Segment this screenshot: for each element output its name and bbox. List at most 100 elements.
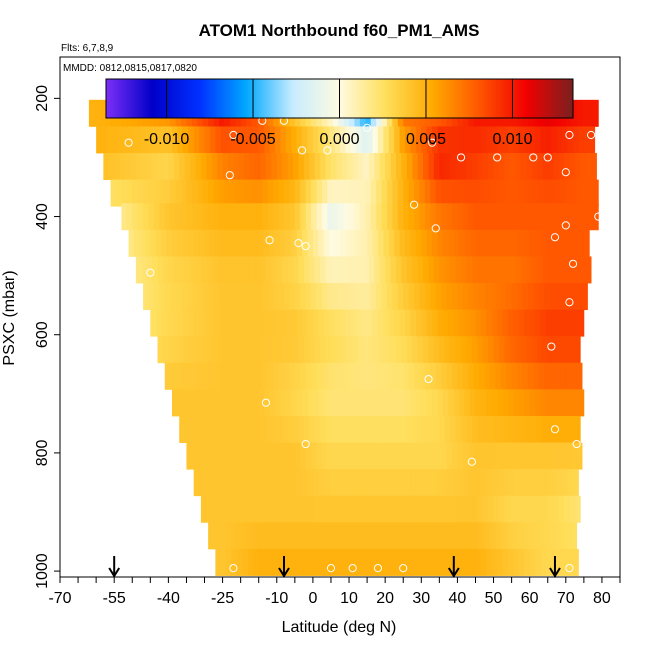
heatmap-cell: [524, 229, 531, 257]
heatmap-cell: [294, 442, 301, 470]
heatmap-cell: [419, 442, 426, 470]
heatmap-cell: [482, 153, 489, 181]
heatmap-cell: [551, 389, 558, 417]
heatmap-cell: [159, 179, 166, 207]
heatmap-cell: [170, 362, 177, 390]
heatmap-cell: [182, 126, 189, 154]
heatmap-cell: [489, 442, 496, 470]
heatmap-cell: [468, 362, 475, 390]
heatmap-cell: [491, 309, 498, 337]
heatmap-cell: [356, 548, 363, 576]
heatmap-cell: [343, 362, 350, 390]
heatmap-cell: [309, 495, 316, 523]
heatmap-cell: [511, 203, 518, 231]
heatmap-cell: [421, 229, 428, 257]
heatmap-cell: [293, 256, 299, 284]
heatmap-cell: [267, 362, 274, 390]
heatmap-cell: [332, 442, 339, 470]
heatmap-cell: [399, 309, 406, 337]
heatmap-cell: [363, 336, 370, 364]
heatmap-cell: [491, 469, 498, 497]
heatmap-cell: [542, 256, 549, 284]
heatmap-cell: [302, 229, 308, 257]
heatmap-cell: [379, 153, 386, 181]
heatmap-cell: [583, 229, 590, 257]
heatmap-cell: [459, 229, 466, 257]
heatmap-cell: [582, 283, 588, 311]
heatmap-cell: [495, 203, 502, 231]
heatmap-cell: [307, 469, 314, 497]
heatmap-cell: [538, 283, 545, 311]
heatmap-cell: [464, 469, 471, 497]
heatmap-cell: [285, 469, 292, 497]
heatmap-cell: [361, 229, 368, 257]
heatmap-cell: [385, 336, 391, 364]
heatmap-cell: [305, 442, 312, 470]
heatmap-cell: [278, 442, 285, 470]
x-axis-label: Latitude (deg N): [282, 619, 397, 636]
heatmap-cell: [524, 469, 531, 497]
heatmap-cell: [327, 283, 334, 311]
heatmap-cell: [148, 203, 155, 231]
heatmap-cell: [426, 229, 433, 257]
heatmap-cell: [242, 389, 249, 417]
heatmap-cell: [448, 389, 455, 417]
heatmap-cell: [412, 256, 419, 284]
heatmap-cell: [155, 229, 162, 257]
heatmap-cell: [199, 309, 205, 337]
heatmap-cell: [453, 229, 460, 257]
heatmap-cell: [237, 389, 243, 417]
heatmap-cell: [350, 389, 357, 417]
heatmap-cell: [549, 442, 556, 470]
heatmap-cell: [208, 179, 214, 207]
heatmap-cell: [303, 153, 310, 181]
heatmap-cell: [311, 442, 317, 470]
heatmap-cell: [405, 309, 411, 337]
heatmap-cell: [264, 469, 270, 497]
heatmap-cell: [172, 389, 178, 417]
heatmap-cell: [162, 153, 169, 181]
heatmap-cell: [479, 362, 485, 390]
heatmap-cell: [237, 309, 243, 337]
heatmap-cell: [218, 179, 225, 207]
heatmap-cell: [392, 362, 399, 390]
sample-point: [543, 153, 552, 162]
heatmap-cell: [359, 283, 366, 311]
heatmap-cell: [278, 362, 285, 390]
heatmap-cell: [452, 179, 458, 207]
heatmap-cell: [296, 469, 303, 497]
heatmap-cell: [226, 229, 233, 257]
heatmap-cell: [287, 415, 294, 443]
heatmap-cell: [430, 203, 437, 231]
heatmap-cell: [177, 126, 184, 154]
heatmap-cell: [209, 229, 216, 257]
heatmap-cell: [377, 548, 384, 576]
heatmap-cell: [121, 203, 128, 231]
heatmap-cell: [354, 362, 361, 390]
heatmap-cell: [531, 153, 538, 181]
heatmap-cell: [544, 442, 550, 470]
heatmap-cell: [190, 256, 196, 284]
heatmap-cell: [235, 522, 242, 550]
heatmap-cell: [365, 179, 372, 207]
heatmap-cell: [545, 126, 552, 154]
heatmap-cell: [157, 153, 164, 181]
heatmap-cell: [330, 336, 337, 364]
heatmap-cell: [253, 389, 260, 417]
heatmap-cell: [376, 283, 382, 311]
heatmap-cell: [309, 415, 316, 443]
heatmap-cell: [143, 203, 149, 231]
heatmap-cell: [267, 522, 274, 550]
heatmap-cell: [452, 283, 458, 311]
heatmap-cell: [385, 256, 391, 284]
heatmap-cell: [314, 153, 321, 181]
heatmap-cell: [320, 256, 326, 284]
heatmap-cell: [195, 256, 202, 284]
heatmap-cell: [379, 256, 386, 284]
heatmap-cell: [354, 283, 361, 311]
colorbar-tick-label: -0.005: [230, 131, 275, 148]
heatmap-cell: [450, 256, 457, 284]
sample-point: [261, 398, 271, 407]
heatmap-cell: [329, 126, 335, 154]
heatmap-cell: [260, 495, 267, 523]
